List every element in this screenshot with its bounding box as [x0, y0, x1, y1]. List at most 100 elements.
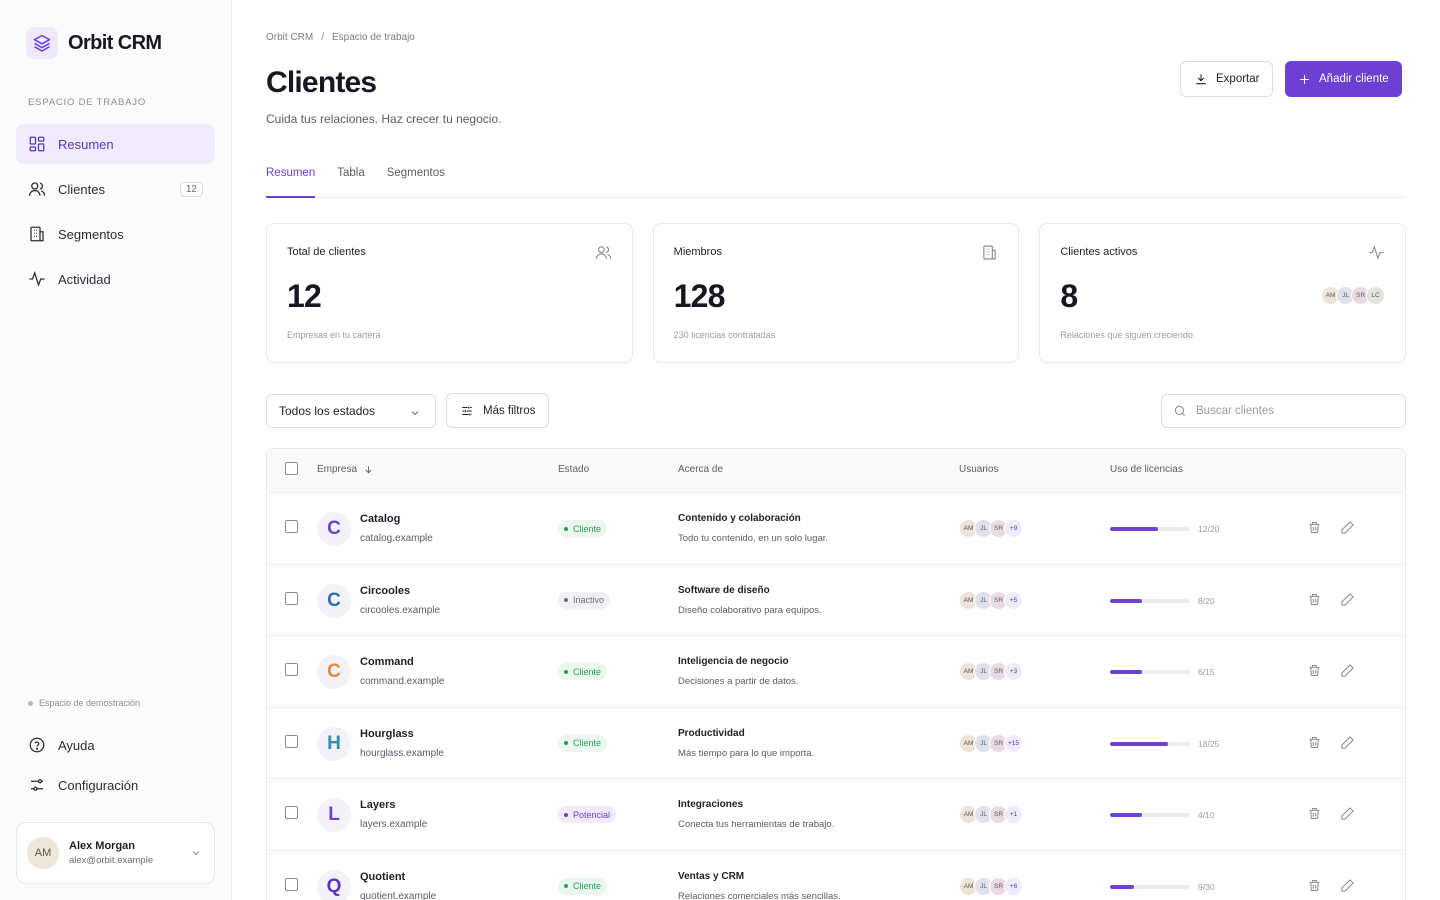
brand[interactable]: Orbit CRM: [26, 27, 162, 59]
status-dot: [564, 526, 568, 531]
trash-icon[interactable]: [1307, 806, 1322, 821]
table-body: C Catalog catalog.example Cliente Conten…: [267, 493, 1405, 900]
arrow-down-icon: [365, 466, 372, 474]
license-usage: 4/10: [1110, 810, 1215, 820]
chevron-down-icon: [411, 411, 419, 416]
more-users-badge: +9: [1004, 519, 1023, 538]
column-label: Acerca de: [678, 464, 724, 475]
status-label: Cliente: [573, 881, 602, 891]
sidebar-nav: Resumen Clientes 12 Segmentos Actividad: [16, 124, 215, 304]
more-users-badge: +6: [1004, 876, 1023, 896]
company-domain: circooles.example: [360, 604, 441, 616]
add-client-button[interactable]: Añadir cliente: [1285, 61, 1402, 97]
status-badge: Cliente: [558, 663, 608, 680]
table-row[interactable]: H Hourglass hourglass.example Cliente Pr…: [267, 708, 1405, 779]
company-logo: C: [317, 655, 351, 689]
column-header-usuarios: Usuarios: [959, 464, 998, 475]
about-desc: Más tiempo para lo que importa.: [678, 747, 815, 759]
user-menu[interactable]: AM Alex Morgan alex@orbit.example: [16, 822, 215, 884]
row-checkbox[interactable]: [285, 734, 298, 748]
search-input[interactable]: Buscar clientes: [1161, 394, 1406, 428]
edit-pencil-icon[interactable]: [1340, 592, 1355, 607]
add-client-label: Añadir cliente: [1319, 73, 1389, 85]
trash-icon[interactable]: [1307, 520, 1322, 535]
breadcrumb-item[interactable]: Orbit CRM: [266, 32, 314, 43]
user-info: Alex Morgan alex@orbit.example: [69, 840, 153, 866]
license-usage: 18/25: [1110, 739, 1219, 749]
status-dot: [564, 669, 568, 674]
tab-resumen[interactable]: Resumen: [266, 162, 316, 198]
stat-card-active: Clientes activos 8 AM JL SR LC Relacione…: [1039, 223, 1407, 363]
user-avatars: AM JL SR +5: [959, 590, 1023, 610]
status-dot: [564, 812, 568, 817]
company-logo: C: [317, 583, 351, 618]
column-header-uso: Uso de licencias: [1110, 464, 1183, 475]
sidebar-item-ayuda[interactable]: Ayuda: [16, 725, 215, 765]
sidebar-item-segmentos[interactable]: Segmentos: [16, 214, 215, 254]
company-letter: C: [327, 518, 341, 539]
about-title: Ventas y CRM: [678, 870, 745, 882]
about-desc: Decisiones a partir de datos.: [678, 676, 799, 687]
sidebar-item-configuracion[interactable]: Configuración: [16, 765, 215, 805]
stat-value: 12: [287, 278, 322, 314]
edit-pencil-icon[interactable]: [1340, 806, 1355, 821]
company-name[interactable]: Catalog: [360, 513, 401, 525]
avatar: LC: [1366, 286, 1386, 305]
edit-pencil-icon[interactable]: [1340, 878, 1355, 893]
sidebar-item-actividad[interactable]: Actividad: [16, 259, 215, 299]
breadcrumb: Orbit CRM / Espacio de trabajo: [266, 32, 415, 43]
sidebar-item-resumen[interactable]: Resumen: [16, 124, 215, 164]
usage-text: 9/30: [1198, 881, 1215, 892]
table-row[interactable]: Q Quotient quotient.example Cliente Vent…: [267, 851, 1405, 900]
column-header-empresa[interactable]: Empresa: [317, 464, 374, 475]
company-letter: L: [328, 804, 340, 825]
row-checkbox[interactable]: [285, 520, 298, 533]
company-name[interactable]: Layers: [360, 799, 396, 811]
row-checkbox[interactable]: [285, 877, 298, 891]
edit-pencil-icon[interactable]: [1340, 520, 1355, 535]
row-checkbox[interactable]: [285, 806, 298, 819]
tab-segmentos[interactable]: Segmentos: [386, 167, 445, 179]
status-filter-select[interactable]: Todos los estados: [266, 394, 436, 428]
table-row[interactable]: C Circooles circooles.example Inactivo S…: [267, 565, 1405, 636]
row-checkbox[interactable]: [285, 591, 298, 605]
usage-bar-fill: [1110, 598, 1142, 603]
license-usage: 9/30: [1110, 882, 1215, 892]
user-avatars: AM JL SR +1: [959, 805, 1023, 824]
status-label: Potencial: [573, 809, 611, 820]
about-title: Contenido y colaboración: [678, 513, 801, 524]
table-row[interactable]: L Layers layers.example Potencial Integr…: [267, 779, 1405, 851]
trash-icon[interactable]: [1307, 592, 1322, 607]
usage-bar-fill: [1110, 527, 1158, 531]
company-letter: H: [327, 732, 341, 754]
company-name[interactable]: Command: [360, 656, 414, 668]
sidebar-item-clientes[interactable]: Clientes 12: [16, 169, 215, 209]
trash-icon[interactable]: [1307, 878, 1322, 893]
select-all-checkbox[interactable]: [285, 462, 298, 475]
company-name[interactable]: Hourglass: [360, 727, 414, 740]
download-icon: [1196, 74, 1206, 85]
sidebar-item-label: Resumen: [58, 136, 114, 152]
row-checkbox[interactable]: [285, 663, 298, 676]
license-usage: 12/20: [1110, 524, 1219, 534]
breadcrumb-separator: /: [321, 32, 325, 43]
table-row[interactable]: C Command command.example Cliente Inteli…: [267, 636, 1405, 708]
sidebar-section-label: ESPACIO DE TRABAJO: [28, 97, 147, 108]
sidebar-item-label: Ayuda: [58, 737, 95, 753]
trash-icon[interactable]: [1307, 735, 1322, 750]
activity-icon: [29, 271, 45, 287]
edit-pencil-icon[interactable]: [1340, 663, 1355, 678]
usage-text: 4/10: [1198, 810, 1215, 820]
activity-icon: [1369, 245, 1384, 260]
company-name[interactable]: Quotient: [360, 870, 406, 883]
more-filters-button[interactable]: Más filtros: [446, 393, 550, 428]
usage-bar: [1110, 527, 1190, 531]
edit-pencil-icon[interactable]: [1340, 735, 1355, 750]
usage-bar: [1110, 813, 1190, 817]
export-button[interactable]: Exportar: [1180, 61, 1274, 97]
company-name[interactable]: Circooles: [360, 584, 411, 597]
trash-icon[interactable]: [1307, 663, 1322, 678]
tab-tabla[interactable]: Tabla: [337, 167, 365, 179]
table-row[interactable]: C Catalog catalog.example Cliente Conten…: [267, 493, 1405, 565]
breadcrumb-item[interactable]: Espacio de trabajo: [332, 32, 415, 43]
